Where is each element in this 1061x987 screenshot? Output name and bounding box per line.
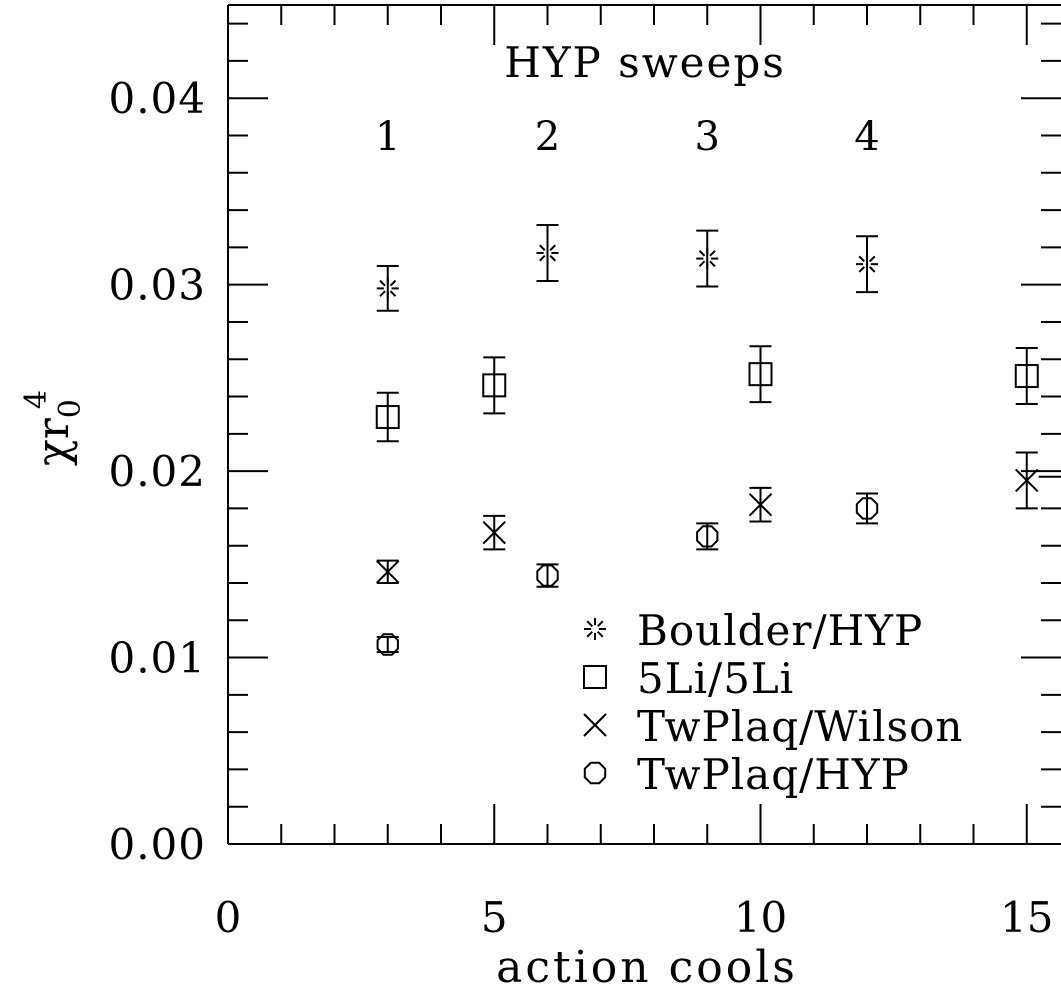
marker-square [482, 373, 507, 398]
ticks [227, 5, 1061, 845]
y-tick-label: 0.00 [108, 820, 206, 869]
marker-burst [536, 241, 559, 264]
y-axis-label-subscript: 0 [53, 399, 88, 418]
data-point [748, 345, 773, 404]
legend-label: Boulder/HYP [637, 606, 923, 655]
hyp-sweep-label: 3 [695, 114, 720, 160]
marker-cross [1015, 468, 1039, 493]
y-axis-label-main: χr [28, 417, 79, 466]
marker-square [1014, 364, 1039, 389]
top-annotation-labels: 1 2 3 4 [375, 114, 880, 160]
marker-octagon [376, 633, 399, 656]
hyp-sweep-label: 2 [535, 114, 560, 160]
legend: Boulder/HYP5Li/5LiTwPlaq/WilsonTwPlaq/HY… [583, 606, 963, 799]
hyp-sweep-label: 4 [854, 114, 879, 160]
data-point [855, 492, 879, 525]
x-tick-label: 5 [481, 893, 508, 942]
legend-item: 5Li/5Li [583, 654, 794, 703]
series-cross [376, 451, 1039, 584]
marker-cross [748, 492, 773, 517]
y-tick-label: 0.03 [108, 261, 206, 310]
y-axis-label-superscript: 4 [19, 390, 54, 409]
data-point [1015, 451, 1039, 510]
data-point [748, 486, 773, 523]
legend-label: 5Li/5Li [637, 654, 794, 703]
y-axis-label: χr04 [19, 390, 88, 466]
x-tick-label: 0 [215, 893, 242, 942]
hyp-sweep-label: 1 [375, 114, 400, 160]
x-axis-label: action cools [496, 942, 798, 987]
data-point [1014, 347, 1039, 405]
marker-octagon [696, 525, 719, 548]
data-point [482, 514, 506, 551]
legend-marker-burst [584, 618, 606, 640]
x-tick-label: 15 [1000, 893, 1053, 942]
svg-text:χr04: χr04 [19, 390, 88, 466]
y-tick-label: 0.02 [108, 447, 206, 496]
data-point [536, 224, 559, 282]
series-square [375, 345, 1039, 443]
data-point [856, 235, 878, 294]
legend-marker-square [583, 665, 607, 689]
legend-item: TwPlaq/HYP [583, 750, 910, 799]
x-tick-label: 10 [734, 893, 787, 942]
marker-cross [376, 560, 400, 584]
legend-item: Boulder/HYP [584, 606, 923, 655]
legend-label: TwPlaq/Wilson [637, 702, 963, 751]
top-annotation-title: HYP sweeps [504, 38, 786, 87]
marker-square [748, 362, 773, 387]
tick-labels: 0 5 10 15 0.00 0.01 0.02 0.03 0.04 [108, 74, 1053, 942]
data-point [696, 229, 719, 288]
marker-burst [696, 247, 719, 270]
data-point [376, 633, 399, 656]
marker-cross [482, 520, 506, 545]
legend-marker-octagon [583, 761, 607, 785]
data-point [376, 265, 399, 312]
data-point [375, 391, 400, 443]
legend-label: TwPlaq/HYP [637, 750, 910, 799]
y-tick-label: 0.04 [108, 74, 206, 123]
y-tick-label: 0.01 [108, 634, 206, 683]
marker-octagon [536, 564, 559, 587]
series-octagon [376, 492, 879, 656]
legend-marker-cross [583, 713, 607, 737]
marker-burst [376, 277, 399, 300]
data-point [696, 522, 719, 551]
data-point [536, 563, 559, 588]
data-points [375, 224, 1061, 656]
marker-square [375, 405, 400, 430]
series-burst [376, 224, 878, 312]
marker-octagon [855, 497, 879, 520]
data-point [376, 559, 400, 584]
marker-burst [856, 253, 878, 276]
legend-item: TwPlaq/Wilson [583, 702, 963, 751]
data-point [482, 356, 507, 415]
